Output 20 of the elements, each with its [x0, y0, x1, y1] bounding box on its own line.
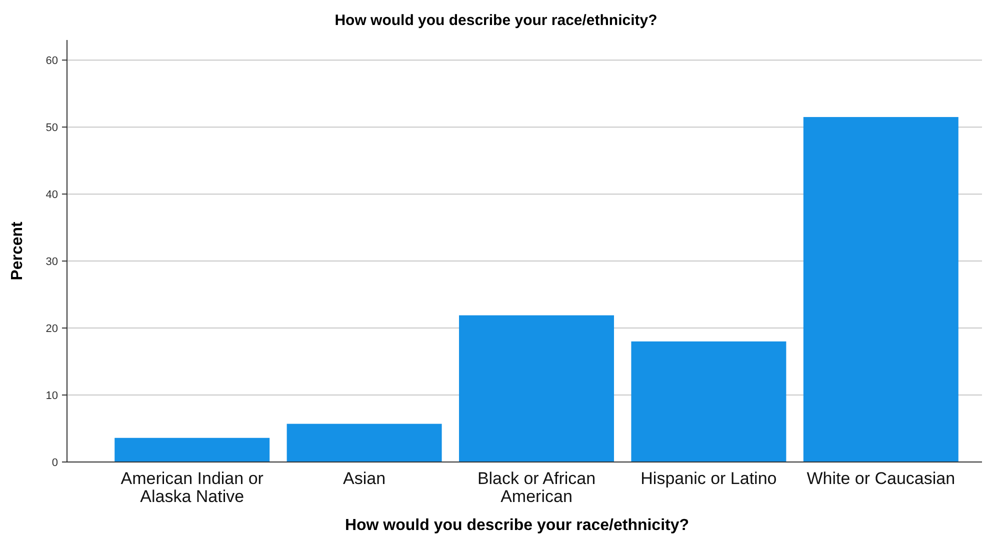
bar	[459, 315, 614, 462]
y-axis-title: Percent	[9, 220, 26, 280]
y-tick-label: 30	[46, 256, 58, 268]
x-tick-label: Black or African American	[477, 469, 596, 506]
y-tick-label: 10	[46, 390, 58, 402]
bar	[631, 341, 786, 462]
y-tick-label: 60	[46, 54, 58, 67]
bar	[286, 424, 442, 462]
y-tick-label: 0	[52, 456, 58, 469]
x-tick-label: White or Caucasian	[806, 469, 956, 488]
bar	[803, 117, 958, 462]
y-tick-label: 20	[46, 322, 58, 335]
chart-title: How would you describe your race/ethnicity?	[334, 12, 658, 29]
x-tick-label: Asian	[343, 469, 386, 488]
x-tick-label: American Indian or Alaska Native	[120, 469, 264, 506]
y-tick-label: 40	[46, 188, 58, 201]
x-axis-title: How would you describe your race/ethnicity?	[344, 517, 690, 534]
bar	[114, 438, 270, 462]
x-tick-label: Hispanic or Latino	[640, 469, 777, 488]
y-tick-label: 50	[46, 122, 58, 134]
